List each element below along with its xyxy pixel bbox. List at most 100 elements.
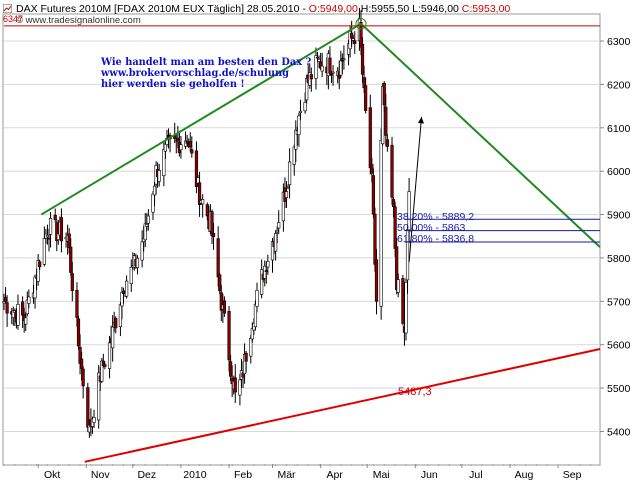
candle-body xyxy=(303,102,307,112)
promo-line-3: hier werden sie geholfen ! xyxy=(101,79,245,90)
candle-body xyxy=(382,82,386,106)
candle-body xyxy=(391,199,396,207)
header-open: O:5949,00 xyxy=(308,3,358,15)
candle-body xyxy=(287,161,292,186)
chart-header: DAX Futures 2010M [FDAX 2010M EUX Täglic… xyxy=(16,3,510,15)
y-tick-label: 5600 xyxy=(607,340,631,352)
fib-label-618: 61,80% - 5836,8 xyxy=(397,233,475,245)
candle-body xyxy=(201,199,205,205)
candle-body xyxy=(238,379,242,396)
candle-body xyxy=(163,143,168,152)
candle-body xyxy=(196,177,200,184)
candle-body xyxy=(69,246,73,273)
candle-body xyxy=(360,43,365,75)
candle-body xyxy=(114,318,118,329)
candle-body xyxy=(218,274,222,292)
candle-body xyxy=(80,358,84,369)
candle-body xyxy=(255,290,259,307)
candle-body xyxy=(284,191,289,198)
candle-body xyxy=(24,317,28,325)
candle-body xyxy=(297,115,301,136)
candle-body xyxy=(59,217,64,242)
candle-body xyxy=(107,342,112,369)
candle-body xyxy=(373,213,377,265)
candle-body xyxy=(385,139,389,147)
candle-body xyxy=(317,59,321,62)
y-tick-label: 6100 xyxy=(607,123,631,135)
candle-body xyxy=(146,215,150,224)
header-high: H:5955,50 xyxy=(360,3,410,15)
candle-body xyxy=(21,301,25,316)
candle-body xyxy=(227,310,231,361)
candle-body xyxy=(233,377,237,393)
candle-body xyxy=(244,352,248,362)
peak-circle xyxy=(355,18,367,30)
candle-body xyxy=(120,291,124,307)
y-tick-label: 5700 xyxy=(607,296,631,308)
candle-body xyxy=(92,417,96,423)
candle-body xyxy=(371,175,375,215)
promo-line-1: Wie handelt man am besten den Dax ? xyxy=(101,57,312,68)
candle-body xyxy=(216,238,220,278)
candle-body xyxy=(48,218,53,235)
trendline-upper_left xyxy=(40,22,362,216)
forecast-arrow-head xyxy=(417,116,425,124)
candles xyxy=(2,7,411,438)
header-low: L:5946,00 xyxy=(412,3,459,15)
candle-body xyxy=(211,232,216,237)
trendline-support xyxy=(84,348,601,463)
candle-body xyxy=(86,387,90,428)
x-tick-label: Dez xyxy=(137,469,156,480)
candle-body xyxy=(45,234,50,238)
candle-body xyxy=(286,185,290,188)
plot-frame xyxy=(2,13,601,466)
candle-body xyxy=(342,58,346,61)
candle-body xyxy=(53,214,57,220)
candle-body xyxy=(404,281,408,334)
support-value-label: 5487,3 xyxy=(398,386,432,398)
candle-body xyxy=(260,269,264,295)
candle-body xyxy=(364,85,368,111)
candle-body xyxy=(3,297,8,302)
candle-body xyxy=(229,361,233,377)
candle-body xyxy=(197,182,202,205)
candle-body xyxy=(81,368,85,387)
y-tick-label: 6000 xyxy=(607,166,631,178)
candle-body xyxy=(298,110,303,114)
candle-body xyxy=(263,265,267,279)
candle-body xyxy=(309,74,313,80)
y-tick-label: 5800 xyxy=(607,253,631,265)
candle-body xyxy=(125,280,129,297)
candle-body xyxy=(135,257,140,268)
candle-body xyxy=(205,204,209,217)
source-link[interactable]: © www.tradesignalonline.com xyxy=(16,15,141,26)
candle-body xyxy=(275,229,279,233)
trendline-upper_right xyxy=(360,22,601,248)
candle-body xyxy=(143,223,147,241)
peak-value-label: 6347 xyxy=(3,14,24,24)
x-tick-label: Mai xyxy=(373,469,390,480)
candle-body xyxy=(266,261,270,268)
header-close: C:5953,00 xyxy=(461,3,511,15)
candle-body xyxy=(379,140,383,307)
candle-body xyxy=(353,40,357,44)
candle-body xyxy=(210,211,214,236)
candle-body xyxy=(2,301,6,304)
candle-body xyxy=(67,233,71,248)
promo-line-2[interactable]: www.brokervorschlag.de/schulung xyxy=(101,68,289,79)
candle-body xyxy=(152,185,157,196)
x-axis: Okt Nov Dez 2010 Feb Mär Apr Mai Jun Jul Aug Sep xyxy=(3,464,592,480)
header-title: DAX Futures 2010M [FDAX 2010M EUX Täglic… xyxy=(16,3,309,15)
candle-body xyxy=(97,372,101,421)
candle-body xyxy=(151,193,155,213)
candle-body xyxy=(253,303,258,328)
y-tick-label: 6200 xyxy=(607,79,631,91)
candle-body xyxy=(111,326,115,349)
candle-body xyxy=(76,318,81,347)
x-tick-label: Okt xyxy=(44,469,60,480)
x-tick-label: Feb xyxy=(234,469,252,480)
candle-body xyxy=(145,224,149,227)
candle-body xyxy=(320,65,324,72)
candle-body xyxy=(16,303,20,326)
